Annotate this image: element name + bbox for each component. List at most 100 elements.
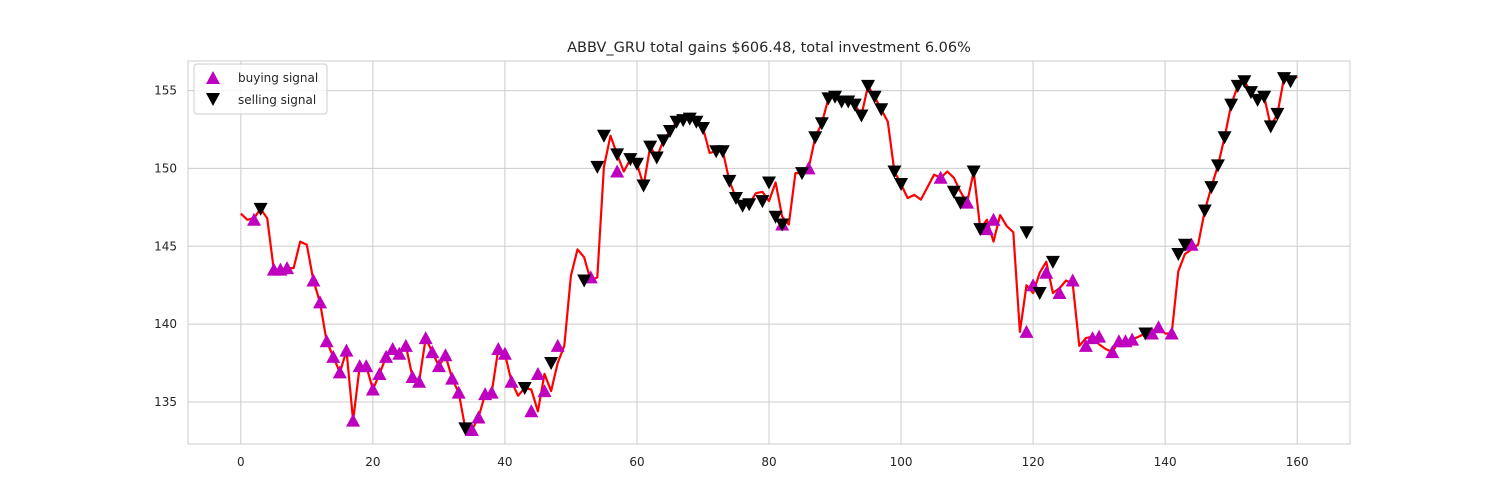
y-tick-label: 155 <box>154 84 177 98</box>
buying-signal-marker <box>530 366 545 380</box>
selling-signal-marker <box>755 195 770 209</box>
selling-signal-marker <box>728 192 743 206</box>
selling-signal-marker <box>795 167 810 181</box>
selling-signal-marker <box>847 98 862 112</box>
buying-signal-marker <box>1039 265 1054 279</box>
buying-signal-marker <box>1078 338 1093 352</box>
x-tick-label: 20 <box>365 455 380 469</box>
legend: buying signal selling signal <box>193 63 328 115</box>
selling-signal-marker <box>1257 90 1272 104</box>
buying-signal-marker <box>484 385 499 399</box>
buying-signal-marker <box>405 370 420 384</box>
selling-signal-marker <box>946 185 961 199</box>
selling-signal-marker <box>610 148 625 162</box>
x-tick-label: 0 <box>237 455 245 469</box>
buying-signal-marker <box>445 371 460 385</box>
buying-signal-marker <box>332 365 347 379</box>
buying-signal-marker <box>504 374 519 388</box>
selling-signal-marker <box>768 210 783 224</box>
buying-signal-marker <box>464 422 479 436</box>
buying-signal-marker <box>306 273 321 287</box>
selling-signal-marker <box>695 121 710 135</box>
buying-signal-marker <box>1052 285 1067 299</box>
selling-signal-marker <box>887 165 902 179</box>
selling-signal-marker <box>1032 286 1047 300</box>
buying-signal-marker <box>960 195 975 209</box>
selling-signal-marker <box>623 153 638 167</box>
selling-signal-marker <box>596 129 611 143</box>
selling-signal-marker <box>1210 159 1225 173</box>
x-tick-label: 100 <box>890 455 913 469</box>
selling-signal-marker <box>1204 181 1219 195</box>
selling-signal-marker <box>1045 255 1060 269</box>
tick-labels: 0 20 40 60 80 100 120 140 160 135 140 145 150 155 <box>154 84 1309 469</box>
buying-signal-marker <box>431 359 446 373</box>
selling-signal-marker <box>861 79 876 93</box>
selling-signal-marker <box>808 131 823 145</box>
legend-sell-label: selling signal <box>238 93 316 107</box>
buying-signal-marker <box>451 385 466 399</box>
buying-signal-marker <box>1019 324 1034 338</box>
selling-signal-marker <box>874 103 889 117</box>
selling-signal-marker <box>742 198 757 212</box>
buying-signal-marker <box>365 382 380 396</box>
grid <box>187 60 1351 445</box>
buying-signal-marker <box>1105 345 1120 359</box>
plot-area <box>240 72 1298 436</box>
selling-signal-marker <box>1197 204 1212 218</box>
buying-signal-marker <box>1065 273 1080 287</box>
selling-signal-marker <box>636 179 651 193</box>
buying-signal-marker <box>933 170 948 184</box>
selling-signal-marker <box>577 274 592 288</box>
buying-signal-marker <box>986 212 1001 226</box>
selling-signal-marker <box>1177 238 1192 252</box>
legend-sell-marker <box>206 93 220 106</box>
buying-signal-marker <box>339 343 354 357</box>
buying-signal-marker <box>412 374 427 388</box>
selling-signal-marker <box>629 157 644 171</box>
buying-signal-marker <box>385 342 400 356</box>
legend-buy-label: buying signal <box>238 71 318 85</box>
y-tick-label: 135 <box>154 395 177 409</box>
selling-signal-marker <box>1263 120 1278 134</box>
selling-signal-marker <box>1283 75 1298 89</box>
y-tick-label: 150 <box>154 161 177 175</box>
buying-signal-marker <box>979 222 994 236</box>
selling-signal-marker <box>1217 131 1232 145</box>
selling-signal-marker <box>953 196 968 210</box>
buying-signal-marker <box>1125 332 1140 346</box>
selling-signal-marker <box>1138 327 1153 341</box>
selling-signal-marker <box>722 174 737 188</box>
legend-box <box>193 63 328 115</box>
selling-signal-marker <box>1019 226 1034 240</box>
buying-signal-marker <box>313 295 328 309</box>
buying-signal-marker <box>1092 329 1107 343</box>
selling-signal-marker <box>517 381 532 395</box>
buying-signal-marker <box>346 413 361 427</box>
x-tick-label: 140 <box>1154 455 1177 469</box>
buying-signal-marker <box>497 346 512 360</box>
buying-signal-marker <box>359 359 374 373</box>
buying-signal-marker <box>379 349 394 363</box>
buying-signal-marker <box>1151 320 1166 334</box>
selling-signal-marker <box>656 134 671 148</box>
selling-signal-marker <box>662 125 677 139</box>
buying-signal-marker <box>319 334 334 348</box>
buying-signal-marker <box>491 342 506 356</box>
selling-signal-marker <box>1237 75 1252 89</box>
buying-signal-marker <box>1164 326 1179 340</box>
selling-signal-marker <box>867 90 882 104</box>
x-tick-label: 80 <box>761 455 776 469</box>
selling-signal-marker <box>253 202 268 216</box>
buying-signal-marker <box>610 164 625 178</box>
selling-signal-marker <box>590 160 605 174</box>
buying-signal-marker <box>537 384 552 398</box>
buying-signal-marker <box>372 366 387 380</box>
selling-signal-marker <box>1224 98 1239 112</box>
selling-signal-marker <box>966 165 981 179</box>
plot-border <box>187 60 1351 445</box>
buying-signal-marker <box>1184 237 1199 251</box>
selling-signal-marker <box>715 145 730 159</box>
buying-signal-marker <box>280 261 295 275</box>
selling-signal-marker <box>458 422 473 436</box>
